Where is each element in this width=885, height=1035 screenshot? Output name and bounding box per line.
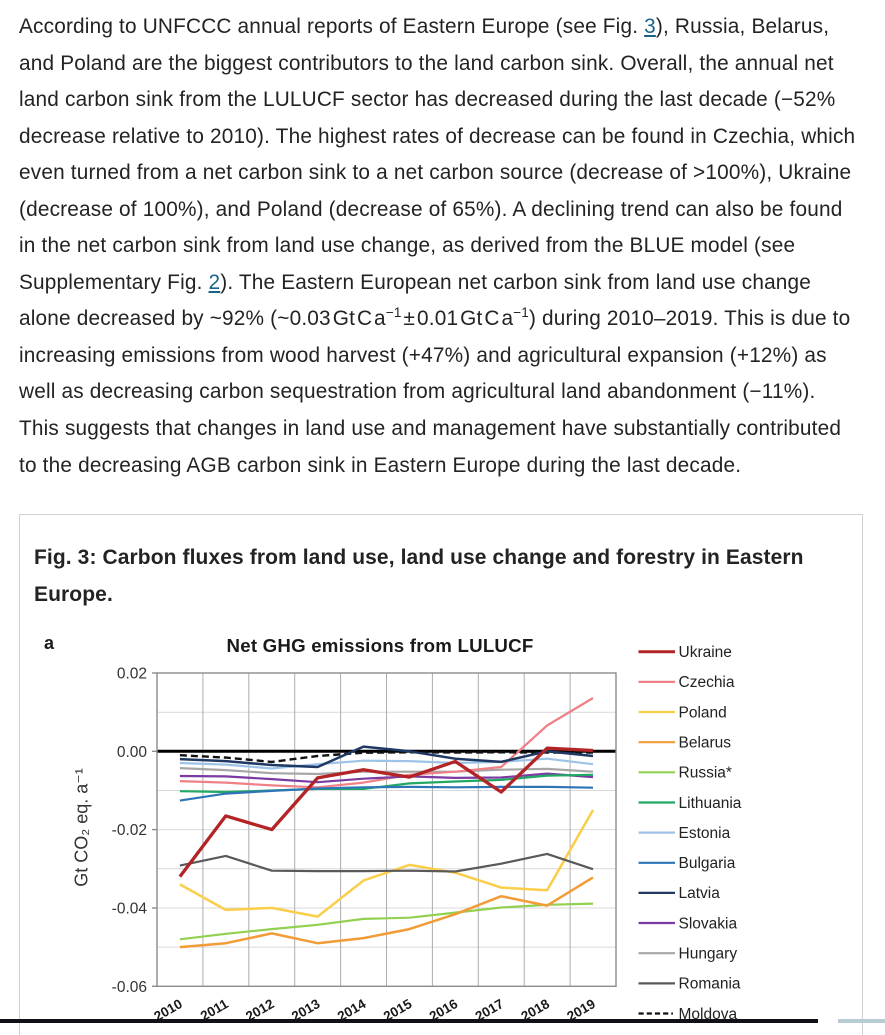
svg-text:Bulgaria: Bulgaria	[679, 855, 736, 872]
svg-text:Russia*: Russia*	[679, 765, 732, 782]
svg-text:Estonia: Estonia	[679, 825, 731, 842]
svg-text:-0.02: -0.02	[112, 822, 147, 839]
svg-text:Ukraine: Ukraine	[679, 644, 732, 661]
svg-text:Belarus: Belarus	[679, 735, 732, 752]
svg-text:0.00: 0.00	[117, 744, 148, 761]
svg-text:Latvia: Latvia	[679, 885, 721, 902]
svg-text:Net GHG emissions from LULUCF: Net GHG emissions from LULUCF	[227, 635, 534, 656]
svg-text:0.02: 0.02	[117, 666, 147, 683]
svg-text:Slovakia: Slovakia	[679, 915, 738, 932]
svg-text:Moldova: Moldova	[679, 1006, 738, 1023]
svg-text:Romania: Romania	[679, 976, 741, 993]
svg-text:a: a	[44, 633, 55, 653]
svg-text:Poland: Poland	[679, 704, 727, 721]
svg-text:Hungary: Hungary	[679, 946, 738, 963]
svg-text:-0.04: -0.04	[112, 901, 148, 918]
svg-text:Czechia: Czechia	[679, 674, 735, 691]
svg-text:Gt CO₂ eq. a⁻¹: Gt CO₂ eq. a⁻¹	[72, 768, 92, 887]
svg-text:Lithuania: Lithuania	[679, 795, 742, 812]
svg-text:-0.06: -0.06	[112, 979, 147, 996]
